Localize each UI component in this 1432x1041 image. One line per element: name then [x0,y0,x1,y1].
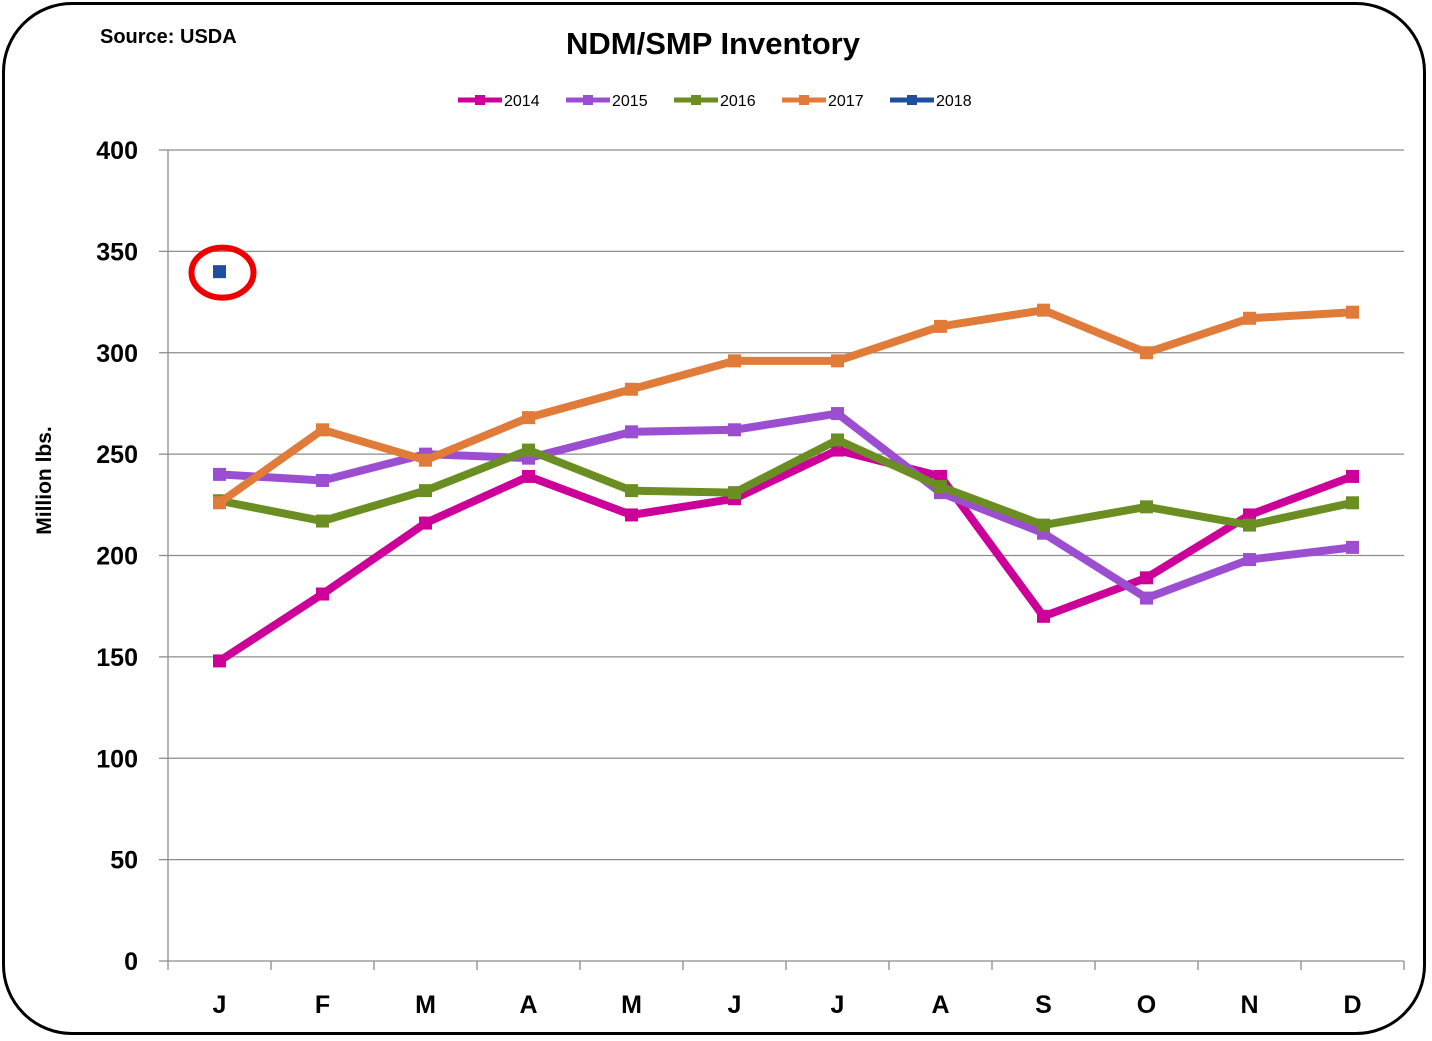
data-point [1243,508,1256,522]
data-point [728,423,741,437]
x-tick-label: M [621,991,642,1019]
data-point [831,354,844,368]
data-point [1140,500,1153,514]
legend-item-2018: 2018 [890,93,972,110]
legend-item-2016: 2016 [674,93,756,110]
grid-lines [168,149,1404,861]
data-point [1243,553,1256,567]
y-tick-label: 0 [124,948,138,976]
data-point [522,443,535,457]
y-tick-label: 250 [96,441,138,469]
series-line [217,446,1354,665]
data-point [1037,303,1050,317]
data-point [213,265,226,279]
chart-title-text: NDM/SMP Inventory [566,26,860,61]
series-lines [213,265,1359,668]
data-point [1346,305,1359,319]
series-line [219,409,1353,603]
y-tick-label: 50 [110,847,138,875]
source-note: Source: USDA [100,26,237,48]
data-point [213,467,226,481]
x-tick-label: O [1137,991,1156,1019]
legend: 2014 2015 2016 2017 2018 [458,93,972,110]
x-tick-label: J [213,991,227,1019]
data-point [316,514,329,528]
x-tick-label: S [1035,991,1052,1019]
y-axis-label: Million lbs. [33,426,56,535]
data-point [831,407,844,421]
x-tick-label: N [1240,991,1258,1019]
data-point [1037,609,1050,623]
legend-item-2017: 2017 [782,93,864,110]
data-point [831,433,844,447]
legend-marker [475,95,485,105]
data-point [728,486,741,500]
series-line [218,435,1354,530]
data-point [522,411,535,425]
legend-label: 2018 [936,93,972,110]
data-point [728,354,741,368]
data-point [316,473,329,487]
data-point [1140,346,1153,360]
data-point [522,469,535,483]
data-point [831,443,844,457]
highlight-circle [188,244,257,301]
data-point [934,480,947,494]
data-point [1346,496,1359,510]
x-tick-label: A [931,991,949,1019]
x-tick-label: D [1343,991,1361,1019]
data-point [419,453,432,467]
x-tick-label: J [728,991,742,1019]
data-point [419,516,432,530]
legend-marker [907,95,917,105]
y-tick-label: 400 [96,137,138,165]
series-2018 [213,265,226,279]
y-tick-label: 350 [96,238,138,266]
data-point [1140,591,1153,605]
legend-label: 2017 [828,93,864,110]
data-point [934,469,947,483]
data-point [1037,518,1050,532]
x-tick-label: J [831,991,845,1019]
data-point [625,508,638,522]
legend-marker [691,95,701,105]
data-point [316,423,329,437]
series-line [217,306,1353,507]
series-2014 [213,443,1359,668]
series-2017 [213,303,1359,510]
x-tick-label: F [315,991,330,1019]
data-point [1243,518,1256,532]
data-point [1346,469,1359,483]
y-tick-label: 150 [96,644,138,672]
annotations [188,244,257,301]
data-point [625,425,638,439]
legend-marker [799,95,809,105]
legend-marker [583,95,593,105]
y-tick-label: 200 [96,543,138,571]
legend-label: 2016 [720,93,756,110]
y-tick-label: 300 [96,340,138,368]
x-tick-label: M [415,991,436,1019]
legend-item-2015: 2015 [566,93,648,110]
data-point [1140,571,1153,585]
data-point [934,319,947,333]
data-point [213,496,226,510]
axes: 0 50 100 150 200 250 300 350 400 J F M A M J J A S O N D Mill… [33,137,1405,1019]
data-point [1243,311,1256,325]
series-2016 [213,433,1359,532]
data-point [213,654,226,668]
chart-title: NDM/SMP Inventory [0,26,1432,62]
data-point [419,484,432,498]
data-point [316,587,329,601]
y-tick-label: 100 [96,745,138,773]
data-point [625,484,638,498]
legend-item-2014: 2014 [458,93,540,110]
legend-label: 2015 [612,93,648,110]
x-tick-label: A [519,991,537,1019]
legend-label: 2014 [504,93,540,110]
data-point [1346,540,1359,554]
data-point [625,382,638,396]
